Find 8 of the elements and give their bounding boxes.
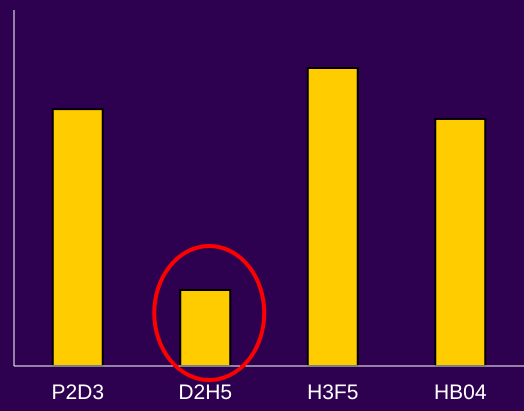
bar: [434, 118, 486, 367]
x-tick-label: D2H5: [178, 381, 232, 404]
x-tick-label: HB04: [434, 381, 487, 404]
x-tick-label: H3F5: [307, 381, 358, 404]
x-tick-label: P2D3: [51, 381, 104, 404]
bar: [306, 67, 359, 367]
bar: [52, 108, 104, 367]
bar: [179, 289, 232, 367]
